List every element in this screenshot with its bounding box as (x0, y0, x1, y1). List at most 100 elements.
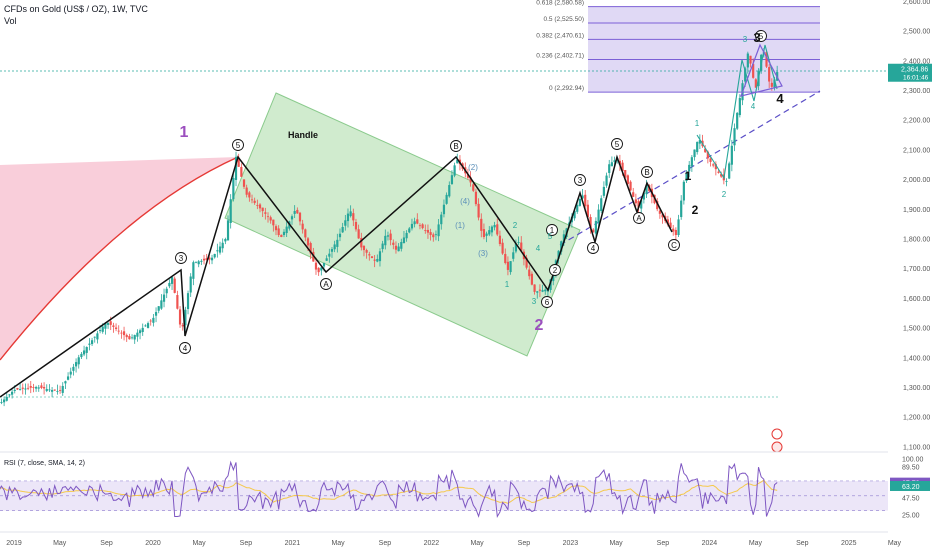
cup-bowl-curve (0, 156, 239, 361)
wave-label-circled: 3 (179, 254, 184, 263)
wave-label-circled-marker (587, 242, 599, 254)
time-tick-label: Sep (657, 540, 670, 547)
candle-body (576, 204, 579, 212)
time-tick-label: May (888, 540, 902, 547)
candle-body (66, 376, 70, 380)
candle-body (381, 243, 384, 250)
candle-body (336, 239, 339, 247)
candle-body (234, 156, 238, 180)
candle-body (296, 209, 299, 214)
candle-body (746, 53, 749, 68)
candle-body (677, 219, 680, 236)
candle-body (733, 128, 736, 146)
candle-body (178, 309, 182, 325)
candle-body (528, 269, 531, 277)
price-tick-label: 2,300.00 (903, 88, 930, 95)
wave-label-circled-marker (320, 278, 332, 290)
wave-label-circled-marker (175, 252, 187, 264)
time-tick-label: May (470, 540, 484, 547)
candle-body (600, 198, 603, 212)
candle-body (274, 226, 278, 231)
candle-body (32, 387, 35, 388)
candle-body (560, 241, 563, 252)
candle-body (264, 212, 267, 214)
candle-body (250, 199, 254, 201)
candle-body (304, 229, 307, 238)
wave-label-circled: C (671, 241, 677, 250)
wave-label-circled-marker (633, 212, 645, 224)
candle-body (480, 218, 483, 231)
candle-body (525, 257, 528, 268)
candle-body (506, 261, 510, 270)
time-tick-label: May (53, 540, 67, 547)
candle-body (90, 340, 94, 345)
candle-body (426, 229, 430, 233)
candle-body (280, 234, 283, 238)
volume-label: Vol (4, 16, 17, 26)
price-tick-label: 1,800.00 (903, 237, 930, 244)
symbol-title: CFDs on Gold (US$ / OZ), 1W, TVC (4, 4, 148, 14)
candle-body (744, 68, 747, 82)
candle-body (450, 175, 454, 185)
price-tick-label: 2,400.00 (903, 58, 930, 65)
candle-body (133, 335, 136, 340)
candle-body (466, 174, 470, 178)
candle-body (189, 276, 192, 293)
candle-body (146, 323, 150, 328)
wave-label-circled: 5 (236, 141, 241, 150)
candle-body (498, 235, 502, 245)
wave-label-green: 4 (751, 102, 756, 111)
candle-body (672, 228, 675, 232)
candle-body (114, 327, 118, 329)
candle-body (706, 151, 709, 159)
candle-body (157, 306, 160, 311)
candle-body (312, 251, 315, 262)
candle-body (626, 175, 629, 185)
wave-label-circled: 4 (591, 244, 596, 253)
candle-body (386, 235, 390, 237)
rsi-ma-line (0, 479, 778, 504)
candle-body (368, 254, 371, 256)
time-tick-label: May (192, 540, 206, 547)
candle-body (680, 200, 683, 218)
candle-body (16, 388, 19, 390)
candle-body (168, 282, 171, 287)
candle-body (306, 238, 310, 246)
candle-body (74, 362, 78, 367)
candle-body (408, 228, 411, 233)
price-tick-label: 1,500.00 (903, 326, 930, 333)
price-tick-label: 1,300.00 (903, 385, 930, 392)
candle-body (186, 293, 190, 310)
candle-body (389, 233, 392, 241)
time-tick-label: Sep (379, 540, 392, 547)
wave-label-circled-marker (232, 139, 244, 151)
candle-body (194, 261, 198, 263)
wave-1-label: 1 (180, 124, 189, 141)
price-tick-label: 2,200.00 (903, 118, 930, 125)
candle-body (314, 262, 318, 270)
candle-body (34, 387, 38, 389)
candle-body (125, 334, 128, 338)
candle-body (72, 366, 75, 371)
event-flag-icon[interactable] (771, 441, 783, 453)
candle-body (56, 391, 59, 392)
candle-body (624, 170, 627, 178)
price-axis[interactable] (888, 0, 932, 550)
wave-path-teal (696, 44, 778, 180)
candle-body (93, 336, 96, 338)
candle-body (109, 321, 112, 325)
candle-body (512, 252, 515, 259)
time-tick-label: 2023 (563, 540, 579, 547)
candle-body (373, 259, 376, 261)
candle-body (773, 79, 776, 88)
candle-body (117, 330, 120, 332)
candle-body (208, 257, 211, 260)
candle-body (256, 204, 259, 206)
candle-body (245, 187, 248, 195)
candle-body (362, 245, 366, 251)
time-tick-label: Sep (518, 540, 531, 547)
event-flash-icon[interactable] (771, 428, 783, 440)
candle-body (202, 258, 206, 261)
candle-body (352, 213, 355, 221)
